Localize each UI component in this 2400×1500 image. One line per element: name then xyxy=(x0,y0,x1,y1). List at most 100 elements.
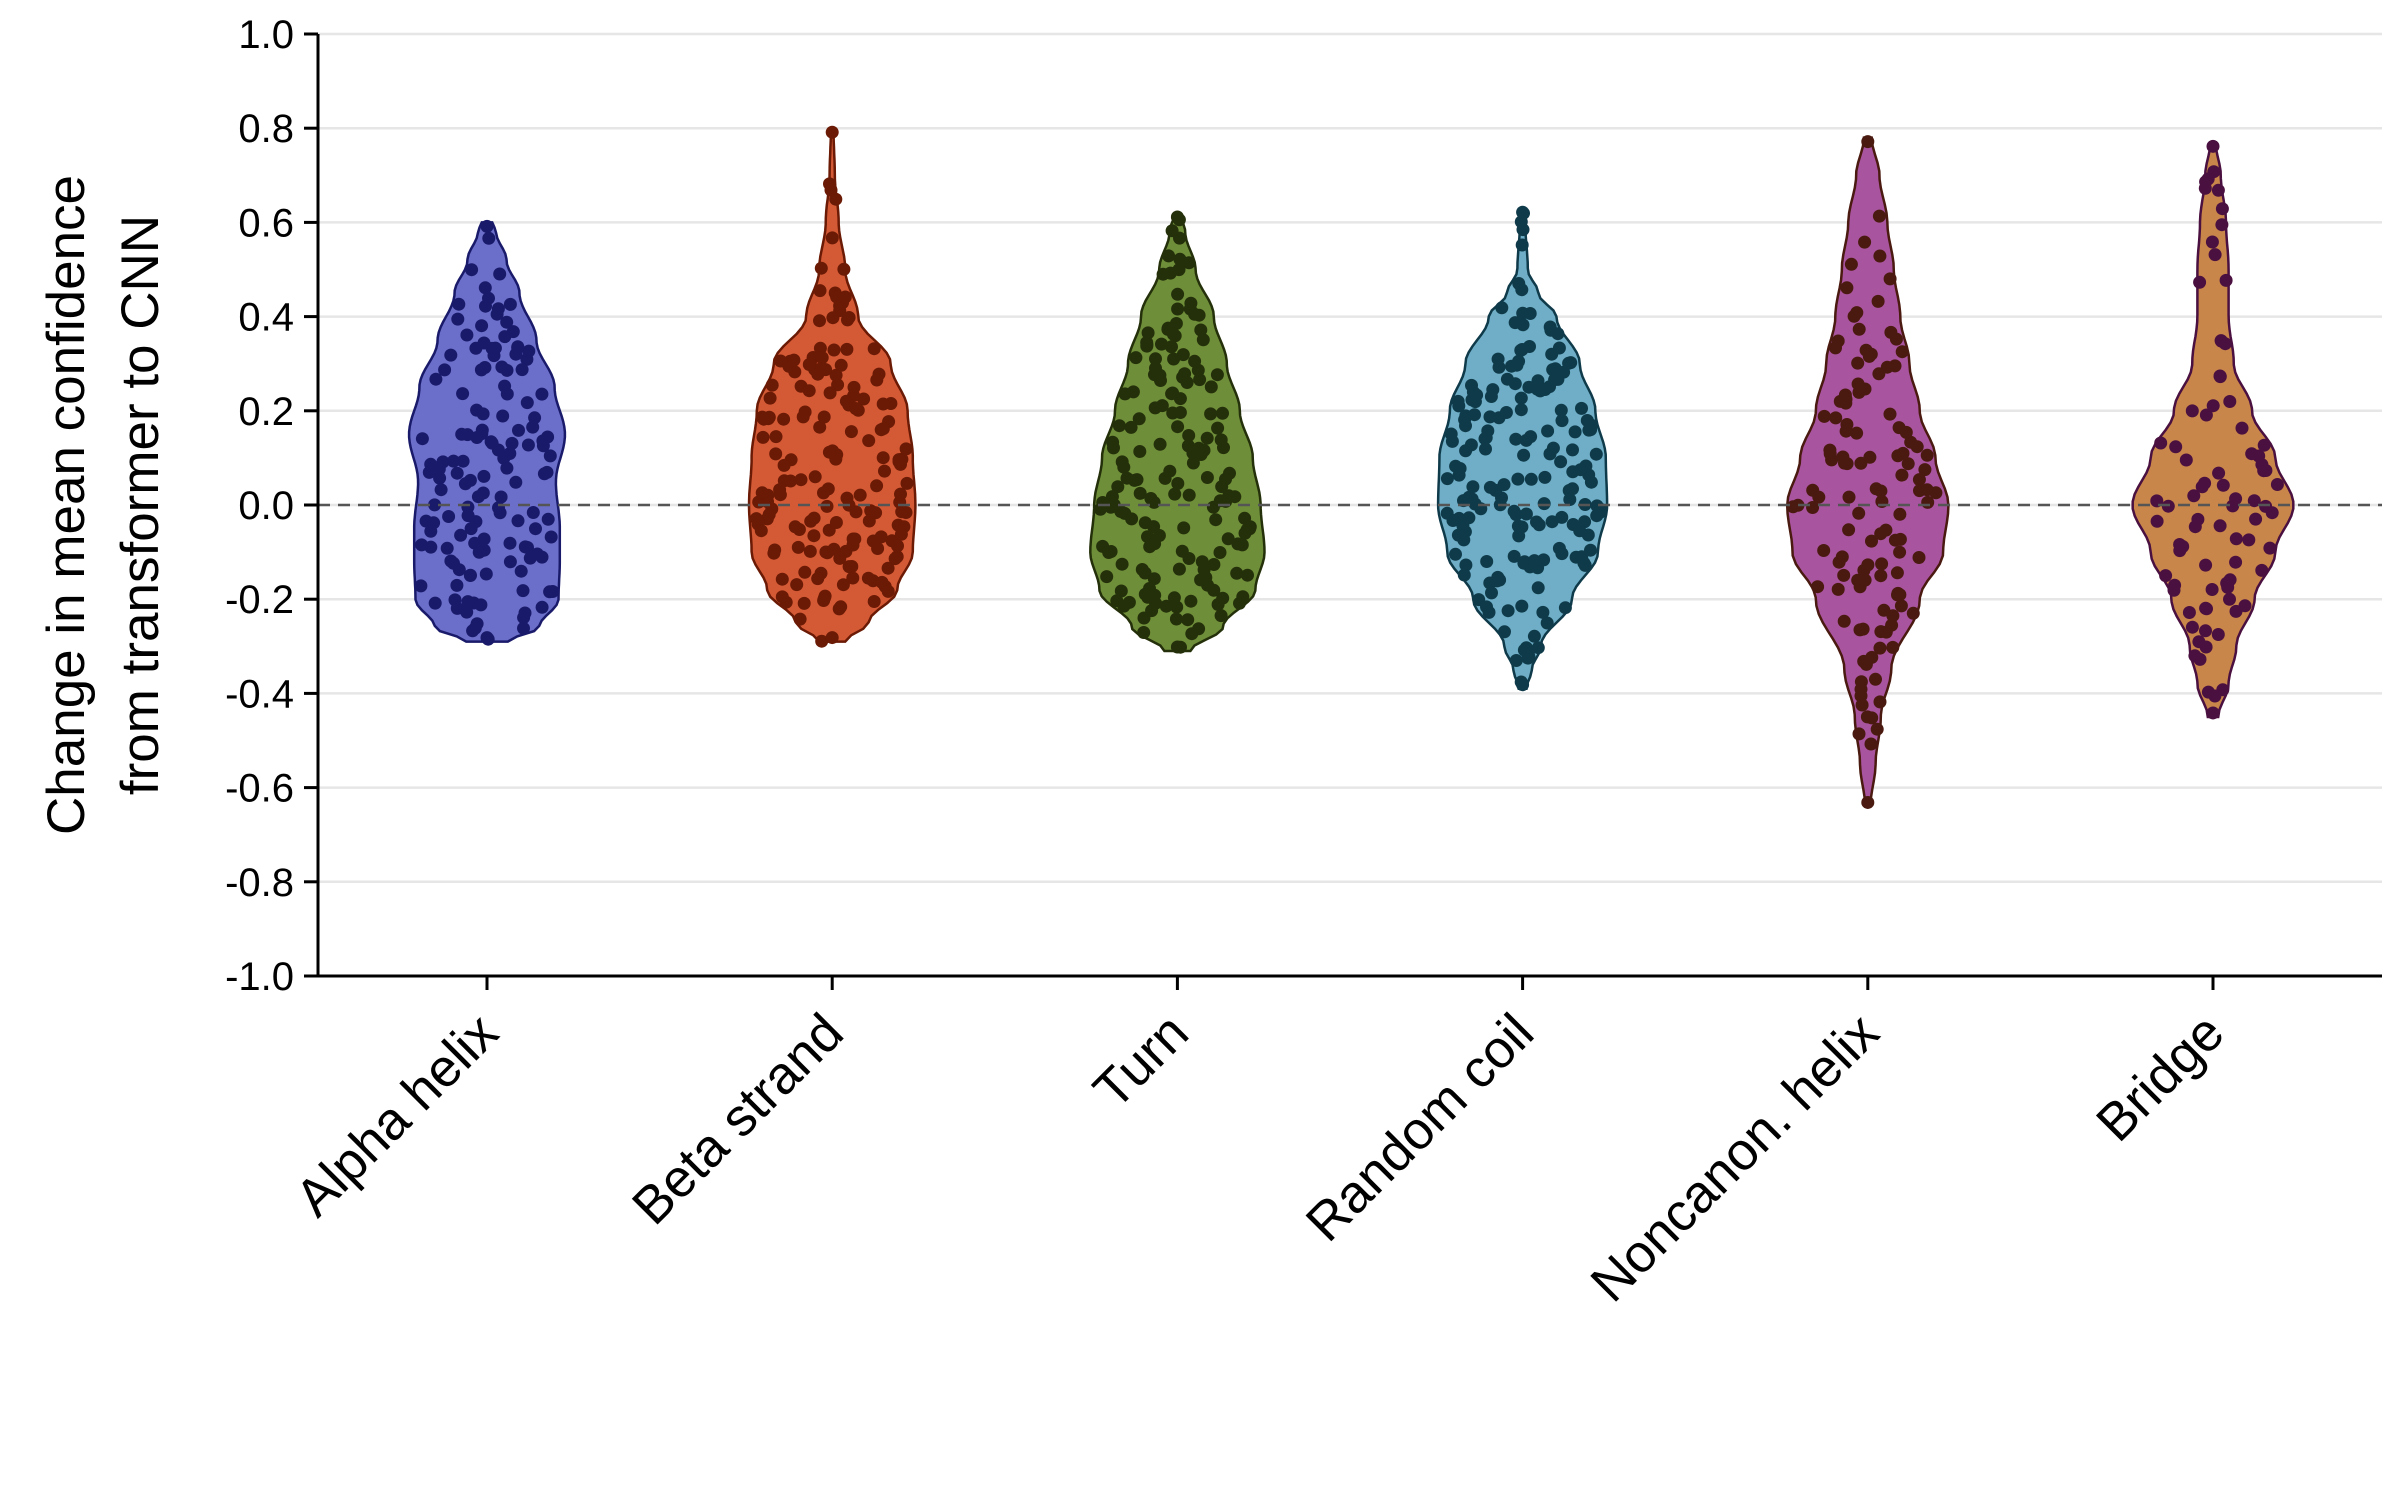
data-point-beta-strand xyxy=(899,442,913,456)
data-point-beta-strand xyxy=(876,451,890,465)
data-point-turn xyxy=(1165,224,1179,238)
data-point-turn xyxy=(1184,296,1198,310)
data-point-noncanon-helix xyxy=(1872,209,1886,223)
data-point-beta-strand xyxy=(849,402,863,415)
data-point-beta-strand xyxy=(773,488,787,502)
data-point-bridge xyxy=(2259,499,2273,513)
data-point-beta-strand xyxy=(749,512,763,526)
data-point-alpha-helix xyxy=(535,387,549,401)
data-point-turn xyxy=(1170,640,1184,654)
data-point-turn xyxy=(1104,545,1118,558)
data-point-alpha-helix xyxy=(492,501,505,515)
data-point-random-coil xyxy=(1501,604,1515,618)
data-point-beta-strand xyxy=(757,412,771,426)
data-point-alpha-helix xyxy=(474,363,488,377)
data-point-noncanon-helix xyxy=(1901,457,1915,471)
data-point-alpha-helix xyxy=(477,336,491,350)
data-point-bridge xyxy=(2249,512,2263,526)
data-point-turn xyxy=(1182,256,1196,270)
data-point-alpha-helix xyxy=(503,297,517,311)
data-point-bridge xyxy=(2255,563,2269,577)
data-point-bridge xyxy=(2229,492,2243,506)
data-point-bridge xyxy=(2167,583,2181,597)
data-point-turn xyxy=(1140,336,1154,349)
data-point-noncanon-helix xyxy=(1879,523,1893,537)
data-point-alpha-helix xyxy=(511,514,525,528)
data-point-turn xyxy=(1204,407,1218,421)
data-point-bridge xyxy=(2199,408,2213,422)
data-point-turn xyxy=(1114,584,1128,598)
data-point-random-coil xyxy=(1536,605,1550,619)
data-point-turn xyxy=(1211,598,1225,611)
data-point-beta-strand xyxy=(817,594,831,607)
data-point-turn xyxy=(1182,488,1196,502)
data-point-random-coil xyxy=(1545,347,1559,361)
data-point-random-coil xyxy=(1480,600,1493,614)
data-point-turn xyxy=(1230,566,1244,580)
data-point-turn xyxy=(1168,329,1182,343)
data-point-alpha-helix xyxy=(461,595,475,609)
data-point-beta-strand xyxy=(815,634,829,648)
data-point-beta-strand xyxy=(891,518,905,532)
data-point-alpha-helix xyxy=(500,363,514,377)
data-point-alpha-helix xyxy=(521,438,535,452)
data-point-bridge xyxy=(2206,399,2220,413)
data-point-turn xyxy=(1169,612,1183,626)
data-point-alpha-helix xyxy=(456,454,470,468)
data-point-noncanon-helix xyxy=(1852,385,1866,399)
data-point-alpha-helix xyxy=(518,606,532,620)
data-point-random-coil xyxy=(1517,556,1531,570)
data-point-noncanon-helix xyxy=(1840,281,1854,295)
data-point-bridge xyxy=(2221,580,2235,594)
data-point-beta-strand xyxy=(867,342,881,356)
data-point-bridge xyxy=(2257,438,2271,452)
x-category-label: Turn xyxy=(1082,1003,1199,1120)
data-point-random-coil xyxy=(1495,301,1509,315)
data-point-noncanon-helix xyxy=(1865,534,1878,548)
data-point-turn xyxy=(1133,486,1147,500)
data-point-noncanon-helix xyxy=(1839,396,1853,410)
data-point-turn xyxy=(1177,521,1191,535)
data-point-alpha-helix xyxy=(438,363,452,377)
data-point-bridge xyxy=(2205,583,2219,596)
data-point-noncanon-helix xyxy=(1842,490,1856,504)
data-point-alpha-helix xyxy=(509,475,523,489)
data-point-random-coil xyxy=(1555,414,1569,428)
data-point-random-coil xyxy=(1453,462,1467,475)
data-point-alpha-helix xyxy=(536,439,550,453)
data-point-random-coil xyxy=(1516,306,1530,320)
data-point-random-coil xyxy=(1512,529,1526,543)
data-point-noncanon-helix xyxy=(1854,682,1868,696)
data-point-beta-strand xyxy=(817,486,830,500)
data-point-random-coil xyxy=(1468,408,1481,422)
data-point-noncanon-helix xyxy=(1888,533,1902,547)
data-point-alpha-helix xyxy=(463,473,477,487)
data-point-turn xyxy=(1192,622,1206,636)
data-point-turn xyxy=(1207,558,1221,571)
data-point-noncanon-helix xyxy=(1851,356,1865,370)
data-point-alpha-helix xyxy=(503,536,517,550)
x-category-label: Noncanon. helix xyxy=(1580,1003,1890,1313)
data-point-beta-strand xyxy=(867,595,881,608)
data-point-bridge xyxy=(2185,404,2199,418)
data-point-turn xyxy=(1137,626,1151,639)
data-point-alpha-helix xyxy=(529,522,542,536)
data-point-beta-strand xyxy=(803,544,817,558)
data-point-random-coil xyxy=(1515,238,1529,252)
data-point-random-coil xyxy=(1543,447,1557,461)
data-point-turn xyxy=(1194,573,1208,587)
data-point-beta-strand xyxy=(862,434,876,448)
data-point-random-coil xyxy=(1523,340,1536,353)
data-point-turn xyxy=(1107,498,1121,512)
data-point-bridge xyxy=(2208,689,2222,703)
data-point-beta-strand xyxy=(819,363,833,377)
data-point-random-coil xyxy=(1498,625,1511,639)
data-point-beta-strand xyxy=(842,311,856,324)
data-point-random-coil xyxy=(1457,568,1471,582)
data-point-random-coil xyxy=(1580,414,1594,427)
data-point-noncanon-helix xyxy=(1806,483,1820,497)
data-point-alpha-helix xyxy=(500,315,514,329)
data-point-bridge xyxy=(2150,514,2164,528)
data-point-turn xyxy=(1173,406,1187,419)
data-point-alpha-helix xyxy=(471,490,485,504)
